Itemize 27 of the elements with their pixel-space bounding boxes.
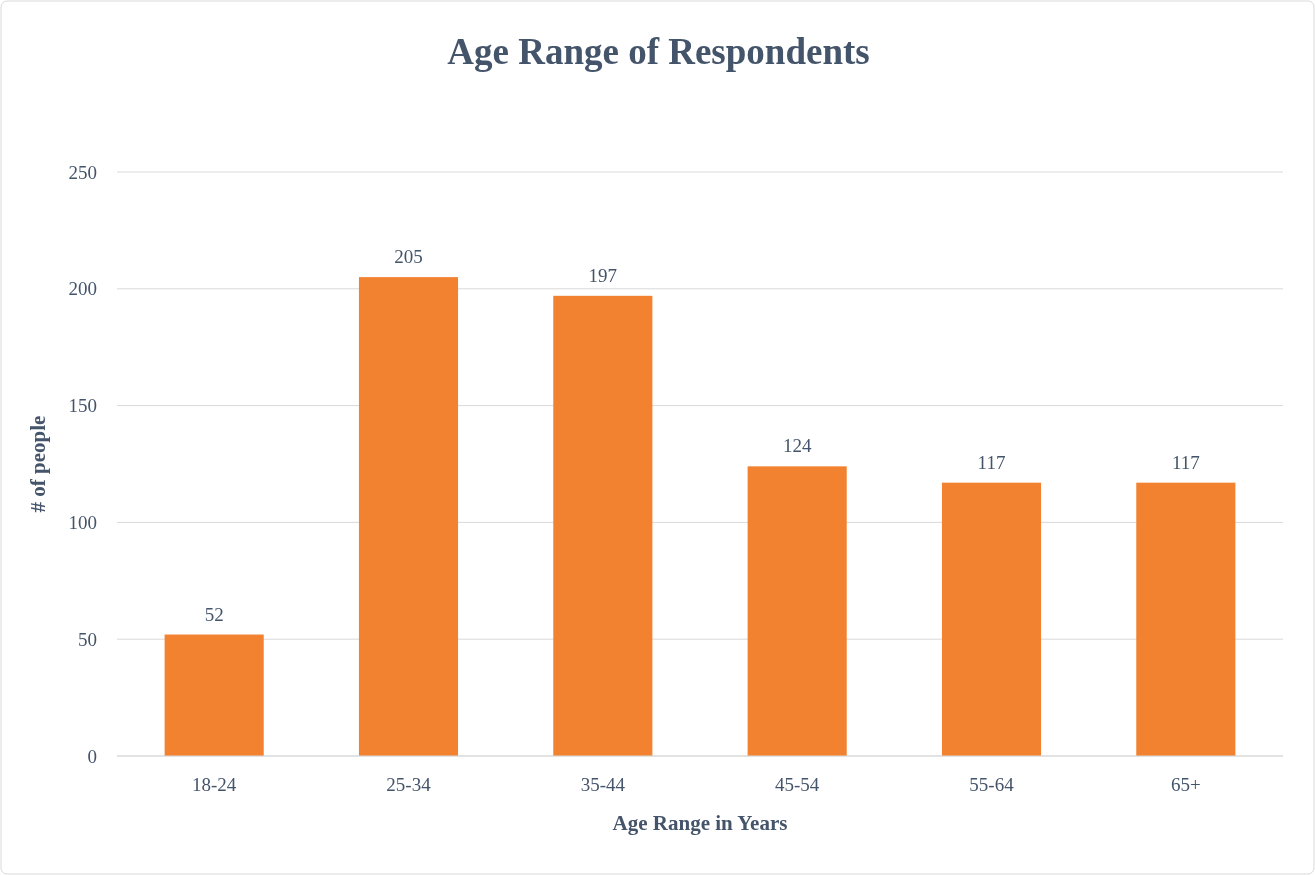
x-axis-title: Age Range in Years	[612, 811, 788, 835]
y-tick-label: 250	[68, 161, 97, 183]
x-tick-label: 35-44	[580, 774, 626, 795]
bar	[1136, 482, 1236, 756]
y-tick-label: 150	[68, 395, 97, 417]
data-label: 117	[977, 451, 1006, 473]
y-axis-title: # of people	[26, 415, 50, 513]
x-tick-label: 25-34	[386, 774, 432, 795]
bar	[553, 295, 653, 756]
bar	[747, 466, 847, 756]
data-label: 205	[394, 246, 423, 268]
data-label: 52	[204, 603, 224, 625]
x-tick-label: 45-54	[775, 774, 820, 795]
bar	[941, 482, 1042, 756]
data-label: 117	[1171, 451, 1200, 473]
data-label: 197	[588, 264, 618, 286]
x-tick-label: 18-24	[192, 774, 237, 795]
y-tick-label: 200	[68, 278, 97, 300]
data-label: 124	[782, 435, 812, 457]
bar	[358, 277, 459, 756]
chart-title: Age Range of Respondents	[447, 31, 870, 72]
y-tick-label: 100	[68, 512, 97, 534]
y-tick-label: 0	[87, 745, 97, 767]
x-tick-label: 65+	[1170, 774, 1201, 795]
x-tick-label: 55-64	[969, 774, 1015, 795]
y-tick-label: 50	[78, 628, 97, 650]
bar	[164, 634, 264, 756]
